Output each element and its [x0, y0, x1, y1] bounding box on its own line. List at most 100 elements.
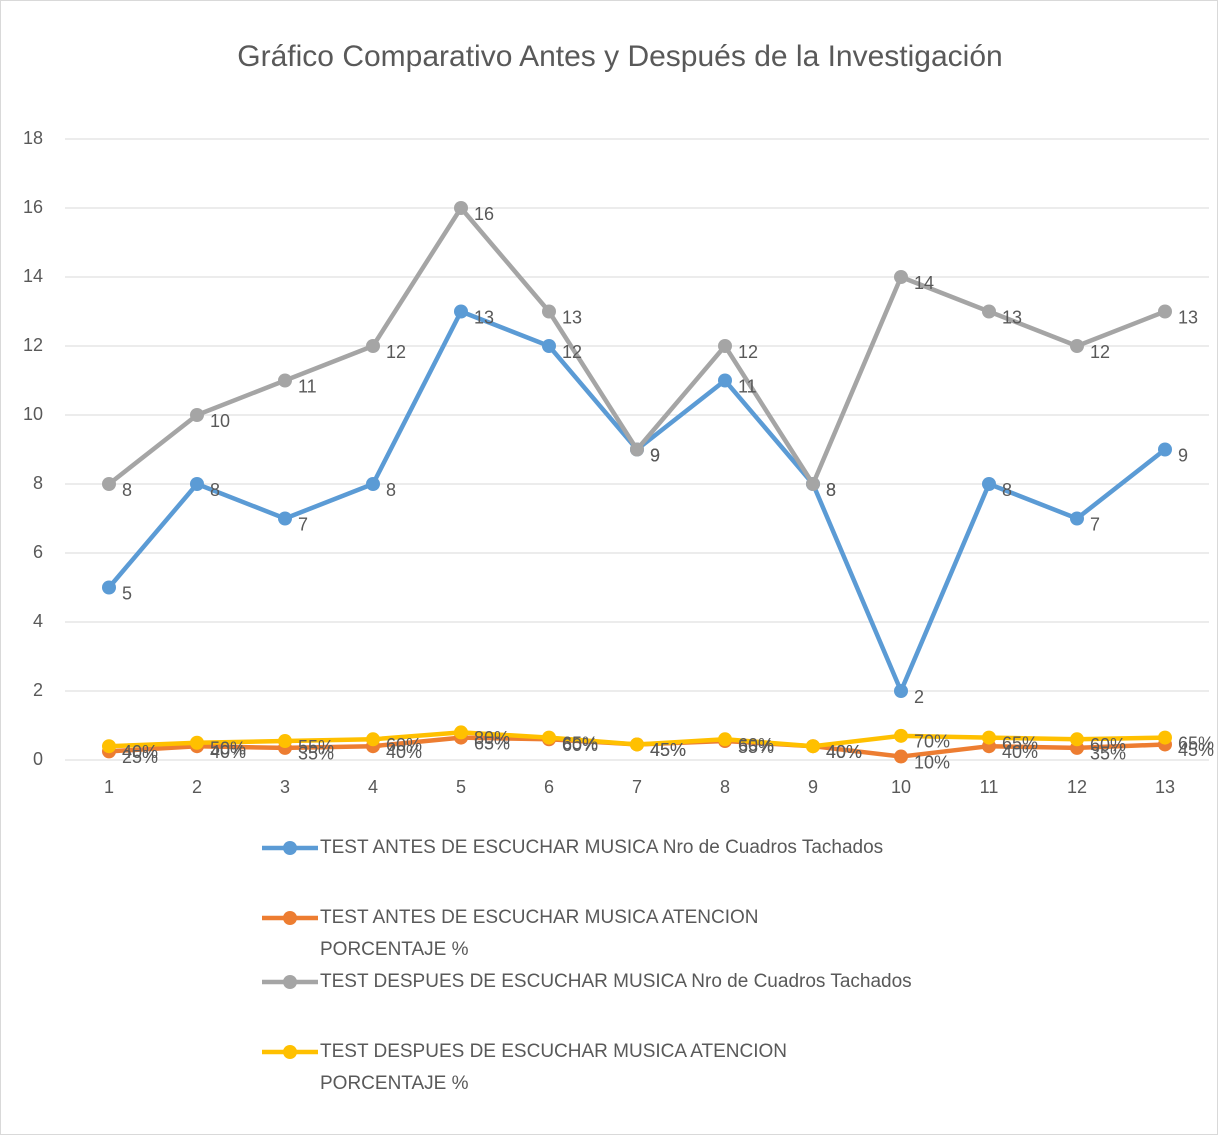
data-label: 8	[210, 480, 220, 500]
point-marker	[718, 339, 732, 353]
x-tick-label: 13	[1155, 777, 1175, 797]
data-label: 65%	[1002, 733, 1038, 753]
data-label: 7	[298, 514, 308, 534]
x-tick-label: 12	[1067, 777, 1087, 797]
data-label: 10%	[914, 752, 950, 772]
data-label: 12	[562, 342, 582, 362]
data-label: 40%	[210, 742, 246, 762]
point-marker	[190, 477, 204, 491]
data-label: 14	[914, 273, 934, 293]
chart-title: Gráfico Comparativo Antes y Después de l…	[237, 40, 1002, 73]
legend-label: TEST ANTES DE ESCUCHAR MUSICA ATENCION P…	[320, 907, 759, 960]
legend-label: TEST DESPUES DE ESCUCHAR MUSICA Nro de C…	[320, 971, 912, 992]
data-label: 8	[122, 480, 132, 500]
y-tick-label: 10	[23, 404, 43, 424]
legend-marker	[283, 841, 297, 855]
data-label: 11	[298, 376, 317, 396]
x-tick-label: 3	[280, 777, 290, 797]
data-label: 2	[914, 687, 924, 707]
y-tick-label: 8	[33, 473, 43, 493]
point-marker	[278, 511, 292, 526]
point-marker	[806, 477, 820, 491]
point-marker	[894, 270, 908, 284]
x-tick-label: 2	[192, 777, 202, 797]
point-marker	[982, 730, 996, 745]
data-label: 11	[738, 376, 757, 396]
data-label: 60%	[386, 735, 422, 755]
point-marker	[366, 477, 380, 491]
x-tick-label: 4	[368, 777, 378, 797]
y-tick-label: 0	[33, 749, 43, 769]
y-tick-label: 16	[23, 197, 43, 217]
legend-swatch	[262, 911, 318, 925]
point-marker	[366, 732, 380, 747]
data-label: 16	[474, 204, 494, 224]
data-label: 80%	[474, 728, 510, 748]
point-marker	[982, 477, 996, 491]
data-label: 10	[210, 411, 230, 431]
point-marker	[190, 408, 204, 422]
data-label: 8	[826, 480, 836, 500]
point-marker	[190, 735, 204, 750]
point-marker	[630, 737, 644, 752]
point-marker	[806, 739, 820, 754]
data-label: 5	[122, 583, 132, 603]
point-marker	[454, 201, 468, 215]
data-label: 55%	[298, 737, 334, 757]
legend-marker	[283, 1045, 297, 1059]
point-marker	[894, 684, 908, 698]
x-tick-label: 6	[544, 777, 554, 797]
data-label: 40%	[826, 742, 862, 762]
data-label: 8	[386, 480, 396, 500]
point-marker	[278, 734, 292, 749]
data-label: 8	[826, 480, 836, 500]
data-label: 70%	[914, 732, 950, 752]
x-tick-label: 11	[980, 777, 999, 797]
data-label: 45%	[1178, 740, 1214, 760]
data-label: 40%	[826, 742, 862, 762]
data-label: 8	[1002, 480, 1012, 500]
point-marker	[1070, 732, 1084, 747]
data-label: 40%	[386, 742, 422, 762]
data-label: 65%	[1178, 733, 1214, 753]
data-label: 35%	[1090, 744, 1126, 764]
point-marker	[102, 739, 116, 754]
data-label: 25%	[122, 747, 158, 767]
point-marker	[1158, 730, 1172, 745]
legend-item: TEST ANTES DE ESCUCHAR MUSICA ATENCION P…	[262, 902, 912, 966]
data-label: 60%	[738, 735, 774, 755]
data-label: 40%	[122, 742, 158, 762]
point-marker	[542, 339, 556, 353]
data-label: 65%	[562, 733, 598, 753]
point-marker	[1158, 304, 1172, 319]
point-marker	[366, 339, 380, 353]
y-tick-label: 14	[23, 266, 43, 286]
data-label: 13	[562, 307, 582, 327]
legend-marker	[283, 975, 297, 989]
y-tick-label: 4	[33, 611, 43, 631]
legend-marker	[283, 911, 297, 925]
x-tick-label: 7	[632, 777, 642, 797]
point-marker	[102, 477, 116, 491]
point-marker	[1070, 339, 1084, 353]
point-marker	[454, 304, 468, 319]
x-tick-label: 9	[808, 777, 818, 797]
x-tick-label: 8	[720, 777, 730, 797]
legend-item: TEST DESPUES DE ESCUCHAR MUSICA Nro de C…	[262, 966, 912, 998]
point-marker	[718, 373, 732, 388]
data-label: 13	[474, 307, 494, 327]
y-tick-label: 18	[23, 128, 43, 148]
point-marker	[718, 732, 732, 747]
x-tick-label: 10	[891, 777, 911, 797]
data-label: 12	[738, 342, 758, 362]
legend-label: TEST ANTES DE ESCUCHAR MUSICA Nro de Cua…	[320, 837, 884, 858]
data-label: 12	[1090, 342, 1110, 362]
x-tick-label: 5	[456, 777, 466, 797]
data-label: 9	[1178, 445, 1188, 465]
legend-swatch	[262, 1045, 318, 1059]
legend-label: TEST DESPUES DE ESCUCHAR MUSICA ATENCION…	[320, 1041, 787, 1094]
point-marker	[1070, 511, 1084, 526]
